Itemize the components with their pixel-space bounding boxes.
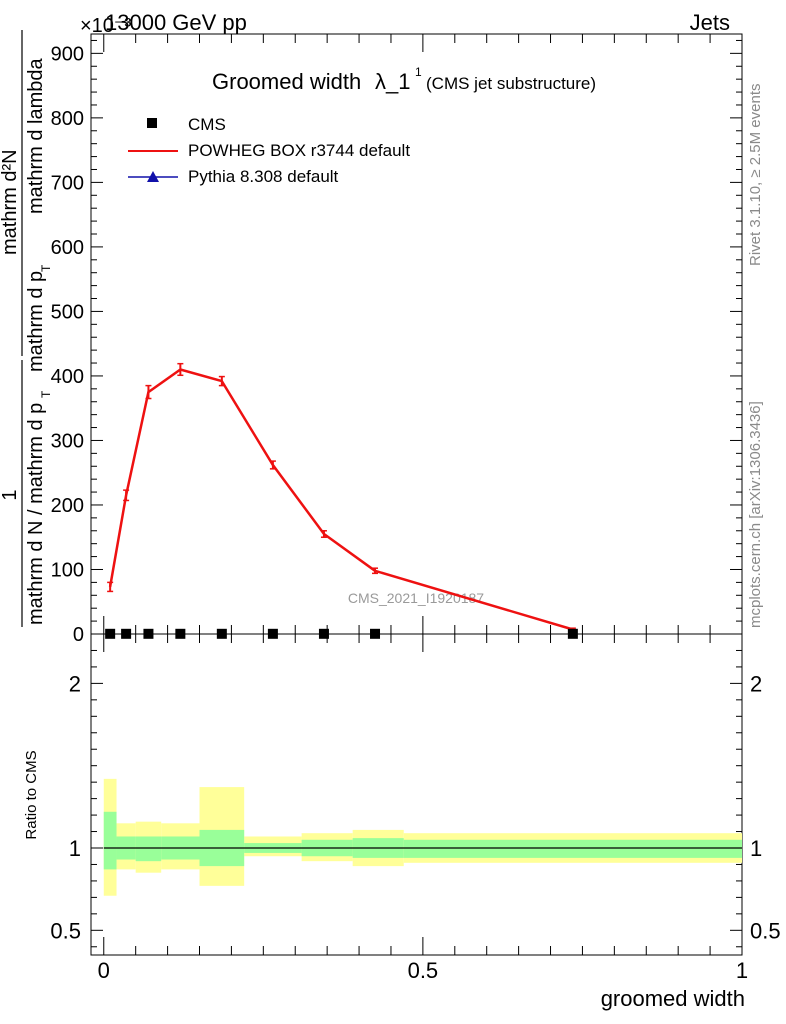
ratio-y-tick-label-left: 1 [69, 836, 81, 861]
main-axis-ticks: 0 100 200 300 400 500 600 700 800 900 [51, 39, 742, 646]
ratio-inner-band [135, 836, 162, 862]
x-tick-label: 0.5 [408, 958, 439, 983]
legend-cms-marker [147, 118, 157, 128]
ylabel-sub-1: T [39, 390, 53, 398]
ratio-inner-band [403, 839, 742, 858]
title-main: Groomed width [212, 69, 361, 94]
x-tick-label: 1 [736, 958, 748, 983]
x-axis-ticks: 0 0.5 1 [98, 34, 748, 983]
main-y-tick-label: 300 [51, 430, 84, 452]
ylabel-denominator-2: mathrm d p [25, 271, 47, 372]
header-energy: 13000 GeV pp [105, 10, 247, 35]
title-symbol: λ_1 [375, 69, 410, 94]
cms-data-point [567, 628, 578, 639]
legend-pythia-label: Pythia 8.308 default [188, 167, 339, 186]
ylabel-denominator-1: mathrm d N / mathrm d p [25, 403, 47, 625]
main-y-tick-label: 100 [51, 559, 84, 581]
ratio-inner-band [103, 811, 117, 870]
main-y-tick-label: 800 [51, 108, 84, 130]
ylabel-sub-2: T [39, 264, 53, 272]
ratio-y-tick-label-left: 0.5 [50, 918, 81, 943]
rivet-version-label: Rivet 3.1.10, ≥ 2.5M events [747, 84, 764, 267]
cms-data-point [121, 628, 132, 639]
cms-data-point [216, 628, 227, 639]
main-y-tick-label: 700 [51, 172, 84, 194]
main-y-tick-label: 400 [51, 366, 84, 388]
ratio-ylabel: Ratio to CMS [23, 750, 40, 839]
ratio-y-tick-label-left: 2 [69, 671, 81, 696]
main-y-tick-label: 200 [51, 495, 84, 517]
cms-data-point [175, 628, 186, 639]
cms-data-point [105, 628, 116, 639]
ratio-bands-layer [103, 778, 742, 896]
x-axis-label: groomed width [601, 986, 745, 1011]
title-note: (CMS jet substructure) [426, 74, 596, 93]
cms-data-point [370, 628, 381, 639]
x-tick-label: 0 [98, 958, 110, 983]
legend-powheg-label: POWHEG BOX r3744 default [188, 141, 410, 160]
main-y-tick-label: 900 [51, 43, 84, 65]
main-y-tick-label: 500 [51, 301, 84, 323]
ratio-panel-frame [90, 633, 743, 956]
cms-data-point [267, 628, 278, 639]
legend-pythia-marker [147, 171, 159, 182]
ratio-y-tick-label-right: 2 [750, 671, 762, 696]
ylabel-numerator-2: mathrm d²N [0, 149, 21, 255]
legend-cms-label: CMS [188, 115, 226, 134]
main-ylabel: 1 mathrm d N / mathrm d p T mathrm d²N m… [0, 30, 53, 627]
ylabel-numerator-1: 1 [0, 489, 21, 500]
header-jets: Jets [690, 10, 730, 35]
mcplots-credit-label: mcplots.cern.ch [arXiv:1306.3436] [747, 401, 764, 628]
legend: CMS POWHEG BOX r3744 default Pythia 8.30… [128, 115, 410, 186]
ratio-axis-ticks: 0.5 0.5 1 1 2 2 [50, 649, 781, 948]
chart-title: Groomed width λ_1 1 (CMS jet substructur… [212, 65, 596, 94]
ratio-y-tick-label-right: 1 [750, 836, 762, 861]
powheg-series-line [108, 368, 574, 631]
title-superscript: 1 [415, 65, 422, 79]
main-y-tick-label: 600 [51, 237, 84, 259]
cms-data-point [143, 628, 154, 639]
ylabel-denominator-3: mathrm d lambda [25, 58, 47, 214]
header-exponent: ×10⁻³ [80, 15, 131, 37]
main-series-layer [105, 362, 578, 639]
cms-data-point [318, 628, 329, 639]
main-y-tick-label: 0 [73, 624, 84, 646]
ratio-y-tick-label-right: 0.5 [750, 918, 781, 943]
